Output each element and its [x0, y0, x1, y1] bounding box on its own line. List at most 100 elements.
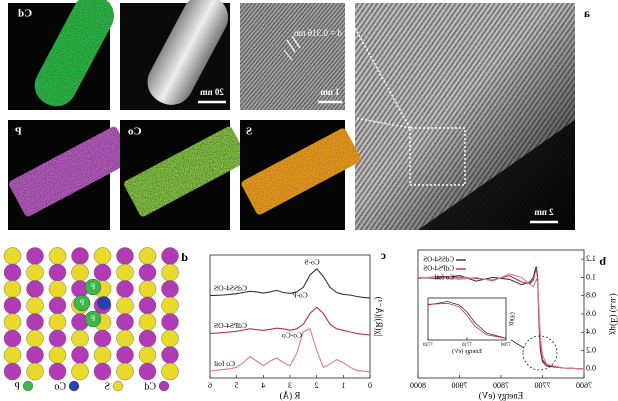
x-tick-label: 7700	[535, 381, 551, 390]
atom	[93, 362, 112, 381]
atom	[138, 296, 157, 315]
y-tick-label: 0.6	[586, 309, 596, 318]
atom	[161, 263, 179, 282]
atom	[3, 329, 22, 348]
series-line	[417, 268, 585, 370]
y-tick-label: 1.2	[586, 254, 596, 263]
map-label: S	[246, 126, 252, 138]
highlight-circle	[522, 335, 558, 371]
annotation: Co-P	[292, 291, 307, 300]
atom	[161, 280, 179, 298]
series-line	[209, 306, 371, 336]
legend-label: Cd	[144, 381, 156, 392]
atom	[71, 346, 89, 364]
lattice-spacing: d = 0.316 nm	[294, 28, 342, 38]
x-tick-label: 7800	[493, 381, 509, 390]
atom	[138, 329, 157, 348]
atom	[161, 247, 179, 265]
atom	[116, 280, 134, 298]
y-tick-label: 0.2	[586, 345, 596, 354]
panel-label: a	[584, 6, 590, 20]
cd-map	[8, 0, 115, 110]
atom-label: P	[79, 298, 84, 307]
series-line	[209, 268, 371, 299]
y-axis-label: χμ(E) (a.u.)	[609, 293, 618, 336]
x-tick-label: 4	[261, 381, 265, 390]
atom	[48, 362, 67, 381]
x-axis-label: Energy (eV)	[452, 348, 482, 355]
atom	[116, 346, 134, 364]
atom	[3, 362, 22, 381]
legend-label: P	[14, 381, 20, 392]
y-axis-label: χμ(E)	[509, 312, 516, 326]
atom	[93, 329, 112, 348]
panel-label: b	[599, 254, 606, 268]
atom	[161, 362, 179, 381]
atom	[71, 263, 89, 282]
atom-label: P	[90, 282, 95, 291]
x-tick-label: 7710	[462, 343, 473, 348]
y-axis-label: |χ(R)|(Å⁻³)	[374, 297, 384, 337]
series-label: CdSS4-OS	[214, 283, 247, 292]
x-tick-label: 7900	[452, 381, 468, 390]
map-label: Co	[128, 126, 142, 138]
legend-swatch	[68, 380, 80, 392]
atom	[48, 313, 67, 331]
atom	[3, 247, 22, 265]
series-line	[209, 328, 371, 373]
atom	[26, 329, 44, 348]
y-tick-label: 1.0	[586, 272, 596, 281]
charts: 7600 7700 7800 7900 8000 0.0 0.2 0.4 0.6 0.8 1.0 1.…	[208, 249, 618, 400]
map-label: Cd	[18, 8, 32, 20]
atom	[26, 296, 44, 315]
legend-label: Co	[54, 381, 66, 392]
plot-frame	[427, 297, 507, 341]
co-map	[120, 120, 248, 230]
atom	[97, 296, 111, 310]
atom	[48, 280, 67, 298]
atom	[138, 313, 157, 331]
atom	[138, 346, 157, 364]
x-tick-label: 7600	[576, 381, 592, 390]
atom	[116, 362, 134, 381]
hrtem-image	[354, 3, 575, 230]
legend-swatch	[112, 380, 124, 392]
x-tick-label: 0	[368, 381, 372, 390]
atom	[3, 296, 22, 315]
atom	[48, 296, 67, 315]
x-tick-label: 8000	[410, 381, 426, 390]
atom	[26, 263, 44, 282]
atom	[3, 263, 22, 282]
atom	[138, 263, 157, 282]
haadf-image	[120, 0, 230, 110]
x-axis-label: R (Å)	[280, 390, 301, 400]
legend-label: CdPS4-OS	[423, 265, 454, 273]
scale-bar-label: 2 nm	[534, 207, 554, 217]
atom	[138, 362, 157, 381]
atom	[48, 346, 67, 364]
y-tick-label: 0.0	[586, 364, 596, 373]
atom	[161, 329, 179, 348]
atom	[116, 263, 134, 282]
scale-bar-label: 20 nm	[200, 87, 224, 97]
annotation: Co-S	[304, 258, 319, 267]
legend-label: Co foil	[434, 274, 454, 282]
series-label: Co foil	[214, 359, 235, 368]
atom	[48, 263, 67, 282]
atom	[84, 310, 102, 328]
panel-label: d	[181, 250, 188, 264]
series-line	[427, 301, 507, 339]
series-line	[417, 266, 585, 370]
s-map	[240, 120, 361, 230]
atom	[26, 362, 44, 381]
x-tick-label: 5	[235, 381, 239, 390]
y-tick-label: 0.8	[586, 291, 596, 300]
x-tick-label: 3	[288, 381, 292, 390]
series-line	[427, 302, 507, 339]
atom	[3, 346, 22, 364]
atom	[3, 313, 22, 331]
atom	[138, 280, 157, 298]
